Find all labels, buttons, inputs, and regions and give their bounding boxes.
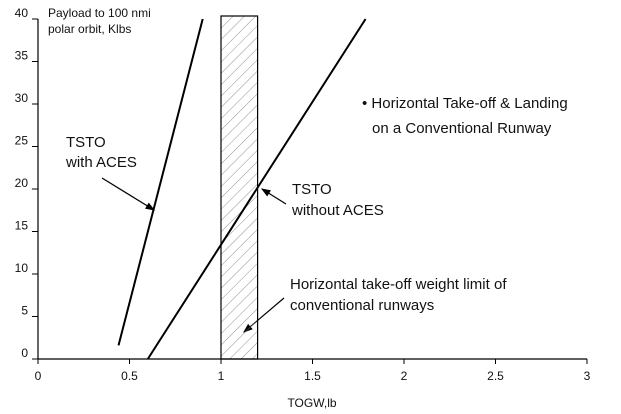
annotation: TSTO (66, 134, 106, 151)
x-tick-label: 2.5 (487, 369, 504, 383)
y-tick-label: 25 (15, 134, 29, 148)
x-tick-label: 0.5 (121, 369, 138, 383)
annotation: with ACES (65, 154, 137, 171)
y-axis-label: polar orbit, Klbs (48, 22, 131, 36)
x-tick-label: 1 (218, 369, 225, 383)
note: on a Conventional Runway (372, 120, 552, 137)
y-tick-label: 0 (21, 346, 28, 360)
limit-band (220, 15, 259, 360)
note: • Horizontal Take-off & Landing (362, 95, 568, 112)
y-tick-label: 40 (15, 6, 29, 20)
y-tick-label: 15 (15, 219, 29, 233)
annotation: Horizontal take-off weight limit of (290, 276, 507, 293)
x-axis-label: TOGW,lb (287, 396, 336, 410)
y-tick-label: 10 (15, 261, 29, 275)
x-tick-label: 1.5 (304, 369, 321, 383)
series-line (146, 18, 367, 360)
y-tick-label: 5 (21, 304, 28, 318)
arrow (101, 177, 156, 211)
x-tick-label: 0 (35, 369, 42, 383)
y-tick-label: 20 (15, 176, 29, 190)
annotation: conventional runways (290, 297, 434, 314)
annotation: without ACES (291, 202, 384, 219)
series-line (117, 18, 204, 346)
x-tick-label: 3 (584, 369, 591, 383)
y-tick-label: 30 (15, 91, 29, 105)
arrow (260, 188, 287, 205)
x-tick-label: 2 (401, 369, 408, 383)
annotation: TSTO (292, 181, 332, 198)
y-tick-label: 35 (15, 49, 29, 63)
y-axis-label: Payload to 100 nmi (48, 6, 151, 20)
